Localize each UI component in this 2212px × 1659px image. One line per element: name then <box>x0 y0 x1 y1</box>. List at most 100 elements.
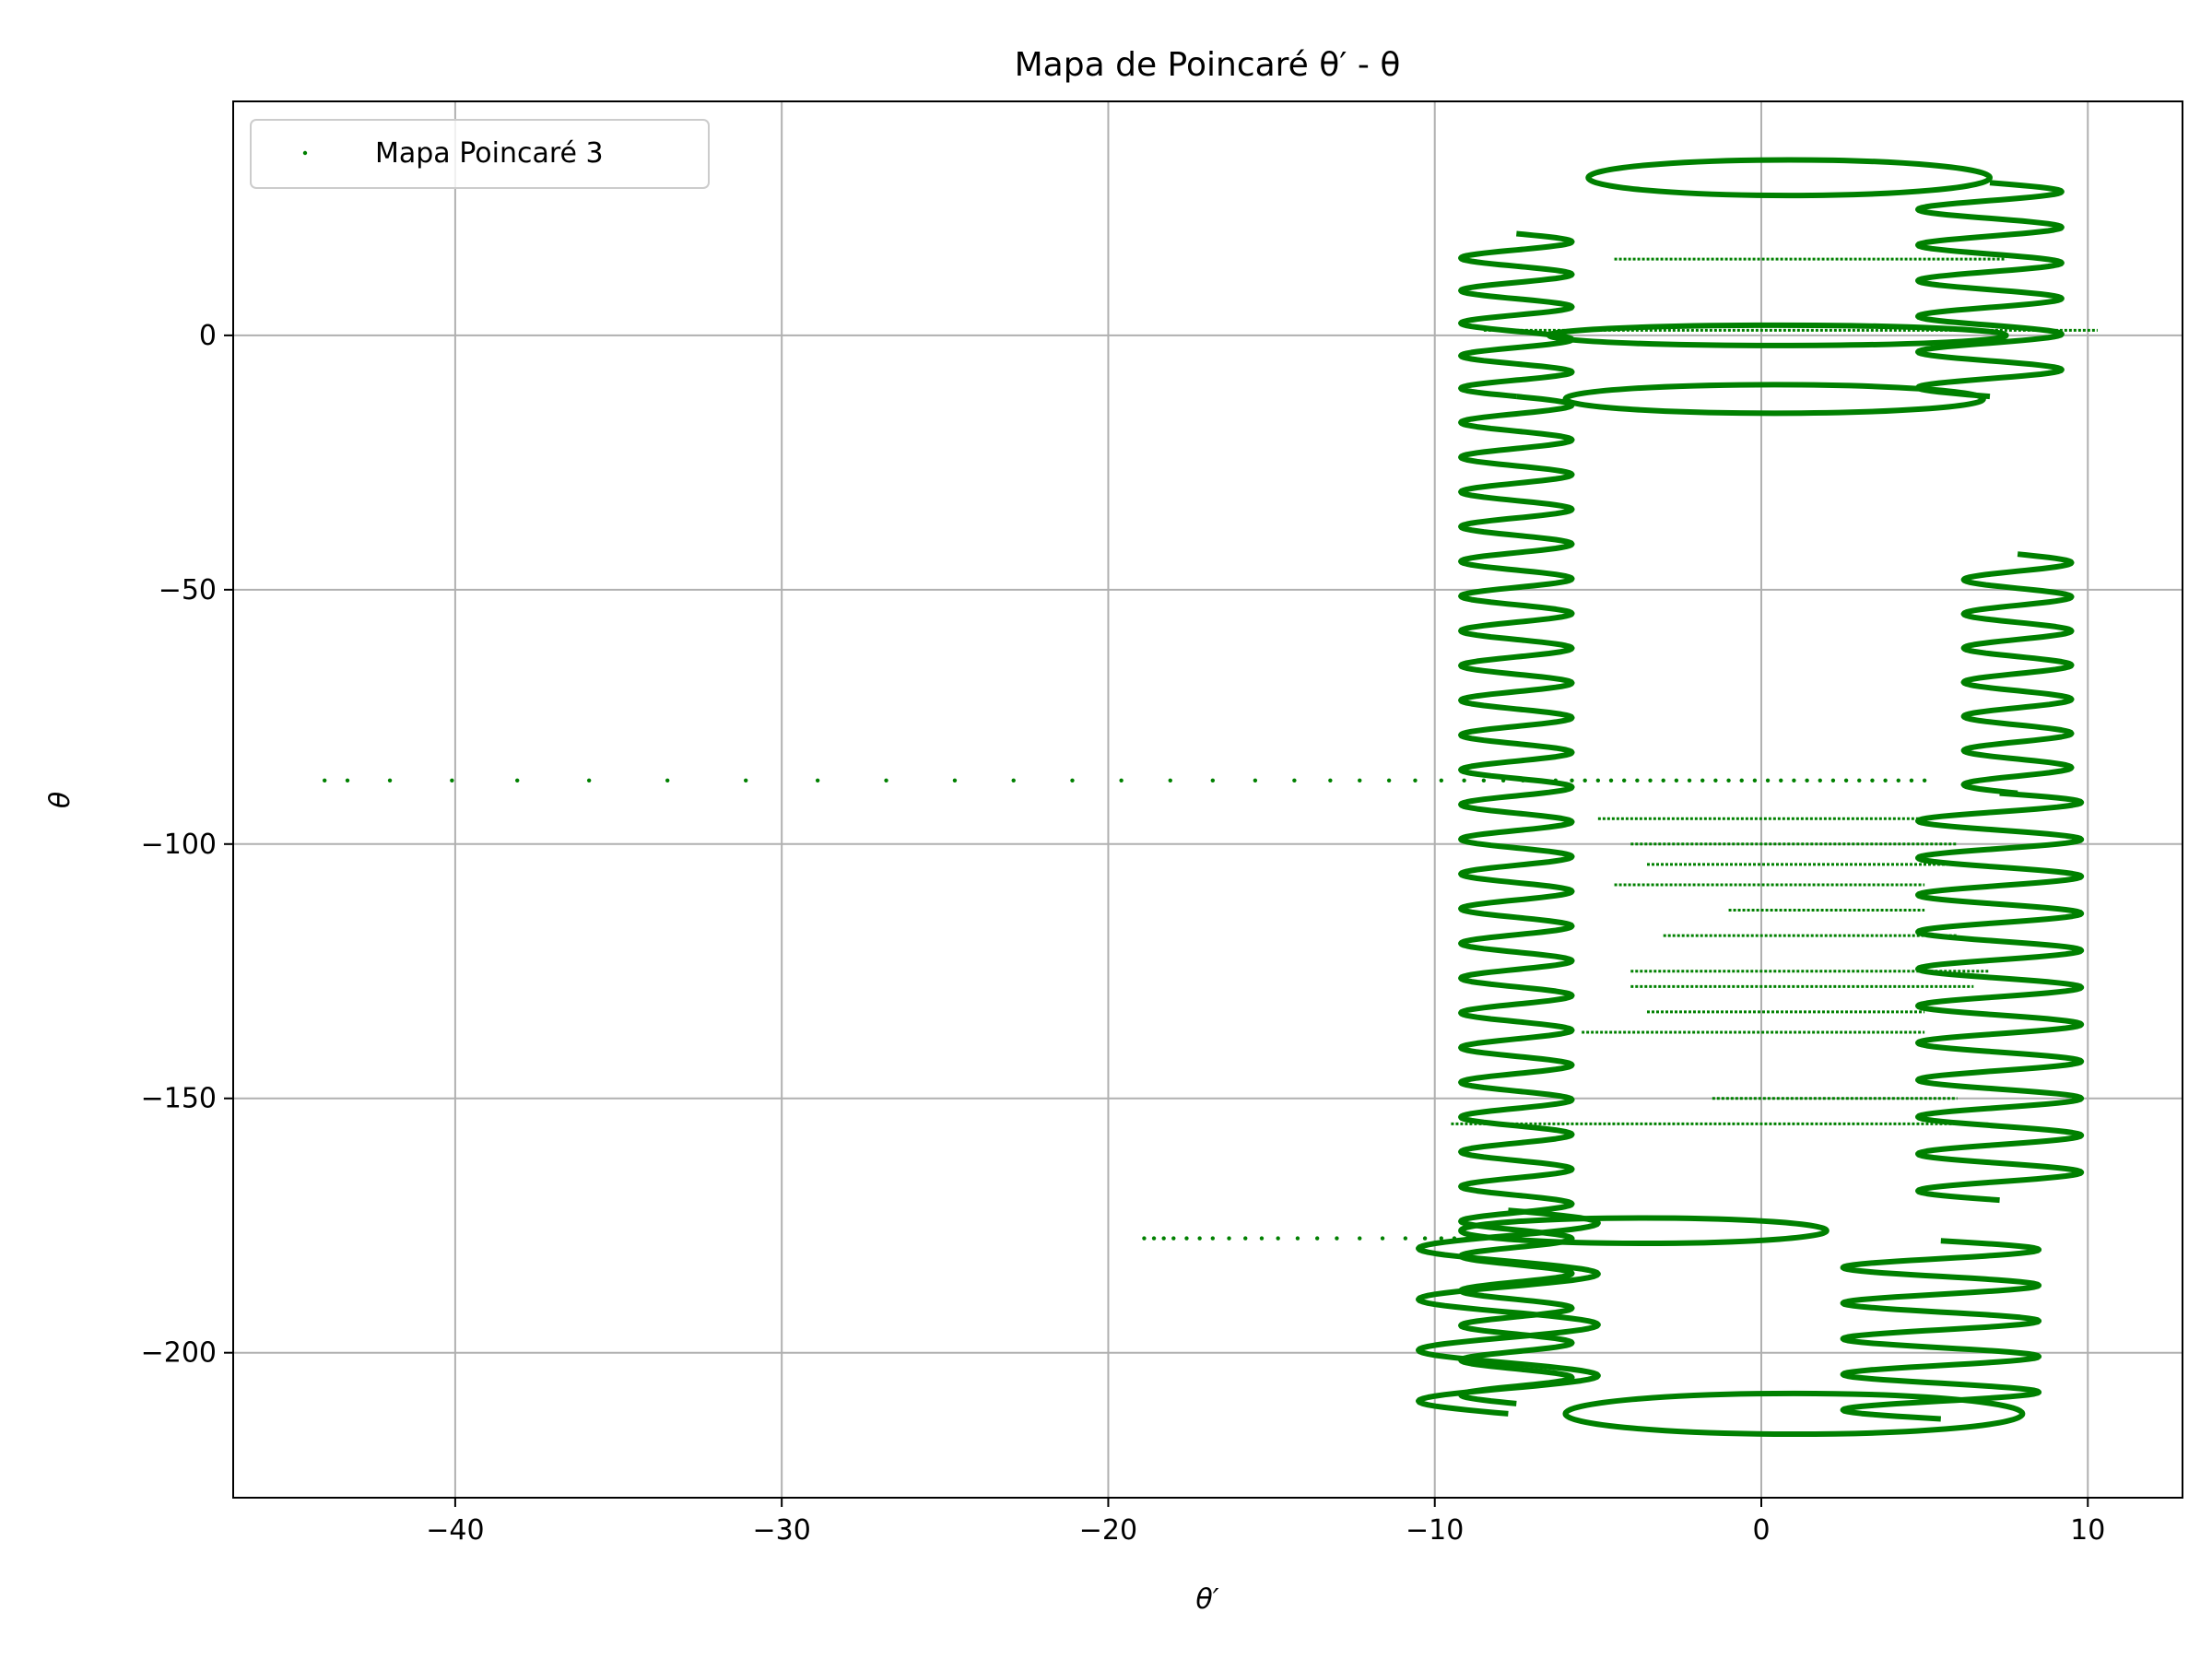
data-point <box>1210 1236 1216 1241</box>
y-tick-label: −200 <box>141 1337 217 1370</box>
data-point <box>815 778 820 783</box>
legend-marker <box>302 150 308 156</box>
trajectory-ring <box>1458 1215 1830 1247</box>
data-point <box>1661 778 1665 783</box>
y-axis-label: θ <box>44 792 76 808</box>
data-point <box>1452 1236 1457 1241</box>
data-point <box>744 778 748 783</box>
x-tick-label: −20 <box>1079 1514 1137 1547</box>
data-point <box>1713 778 1718 783</box>
trajectory-zigzag <box>1458 394 1575 1406</box>
data-point <box>1805 778 1809 783</box>
data-point <box>1481 778 1487 783</box>
x-tick-label: −30 <box>753 1514 811 1547</box>
plot-frame <box>232 100 2183 1499</box>
trajectory-ring <box>1562 382 1986 417</box>
data-point <box>1830 778 1836 783</box>
trajectory-zigzag <box>1915 180 2065 400</box>
data-point <box>1422 1236 1428 1241</box>
trajectory-zigzag <box>1840 1238 2042 1422</box>
data-point <box>1870 778 1875 783</box>
data-point <box>1314 1236 1320 1241</box>
y-tick-label: −100 <box>141 829 217 861</box>
data-point <box>1553 778 1558 783</box>
data-point <box>1259 1236 1265 1241</box>
data-point <box>1536 778 1542 783</box>
data-point <box>1011 778 1016 783</box>
data-point <box>1295 1236 1300 1241</box>
data-point <box>952 778 958 783</box>
data-point <box>1608 778 1614 783</box>
y-tick-label: 0 <box>199 320 217 352</box>
data-point <box>1752 778 1758 783</box>
data-point <box>1253 778 1258 783</box>
data-point <box>1857 778 1862 783</box>
data-point <box>1439 778 1444 783</box>
data-point <box>1276 1236 1280 1241</box>
data-point <box>884 778 888 783</box>
data-point <box>345 778 350 783</box>
data-point <box>1151 1236 1157 1241</box>
data-point <box>1779 778 1783 783</box>
y-tick-label: −150 <box>141 1083 217 1115</box>
y-tick-label: −50 <box>159 574 217 606</box>
data-point <box>1726 778 1731 783</box>
data-point <box>1595 778 1601 783</box>
data-point <box>1909 778 1914 783</box>
data-point <box>387 778 393 783</box>
data-point <box>1700 778 1705 783</box>
trajectory-ring <box>1562 1390 2026 1438</box>
x-tick-label: −10 <box>1406 1514 1464 1547</box>
data-point <box>515 778 520 783</box>
data-point <box>1583 778 1587 783</box>
data-point <box>1896 778 1900 783</box>
data-point <box>1413 778 1418 783</box>
data-point <box>1521 778 1525 783</box>
data-point <box>1922 778 1927 783</box>
data-point <box>1210 778 1216 783</box>
data-point <box>1570 778 1574 783</box>
data-point <box>1335 1236 1339 1241</box>
data-point <box>1465 1236 1470 1241</box>
data-point <box>1184 1236 1189 1241</box>
data-point <box>1358 778 1362 783</box>
trajectory-zigzag <box>1416 1207 1601 1417</box>
data-point <box>1500 778 1506 783</box>
data-point <box>1674 778 1679 783</box>
x-tick-label: 10 <box>2070 1514 2105 1547</box>
legend-box <box>250 119 710 189</box>
data-point <box>1380 1236 1385 1241</box>
data-points <box>322 157 2098 1438</box>
data-point <box>665 778 670 783</box>
data-point <box>1883 778 1888 783</box>
data-point <box>1197 1236 1202 1241</box>
data-point <box>1142 1236 1147 1241</box>
data-point <box>450 778 454 783</box>
trajectory-ring <box>1585 157 1993 199</box>
data-point <box>1358 1236 1362 1241</box>
data-point <box>1818 778 1822 783</box>
data-point <box>1792 778 1796 783</box>
trajectory-zigzag <box>1458 230 1575 400</box>
trajectory-zigzag <box>1960 551 2075 796</box>
legend: Mapa Poincaré 3 <box>250 119 710 189</box>
data-point <box>1292 778 1297 783</box>
chart-title: Mapa de Poincaré θ′ - θ <box>1015 46 1401 84</box>
data-point <box>1227 1236 1231 1241</box>
data-point <box>1765 778 1771 783</box>
data-point <box>1119 778 1124 783</box>
data-point <box>1439 1236 1444 1241</box>
trajectory-ring <box>1546 322 2009 348</box>
data-point <box>1621 778 1627 783</box>
data-point <box>1070 778 1075 783</box>
trajectory-zigzag <box>1915 790 2085 1204</box>
data-point <box>1161 1236 1166 1241</box>
x-tick-label: −40 <box>426 1514 484 1547</box>
legend-label: Mapa Poincaré 3 <box>375 137 604 170</box>
data-point <box>1648 778 1653 783</box>
axis-ticks: −40 −30 −20 −10 0 100−50−100−150−200 <box>141 320 2106 1547</box>
x-axis-label: θ′ <box>1195 1583 1218 1616</box>
data-point <box>1403 1236 1408 1241</box>
